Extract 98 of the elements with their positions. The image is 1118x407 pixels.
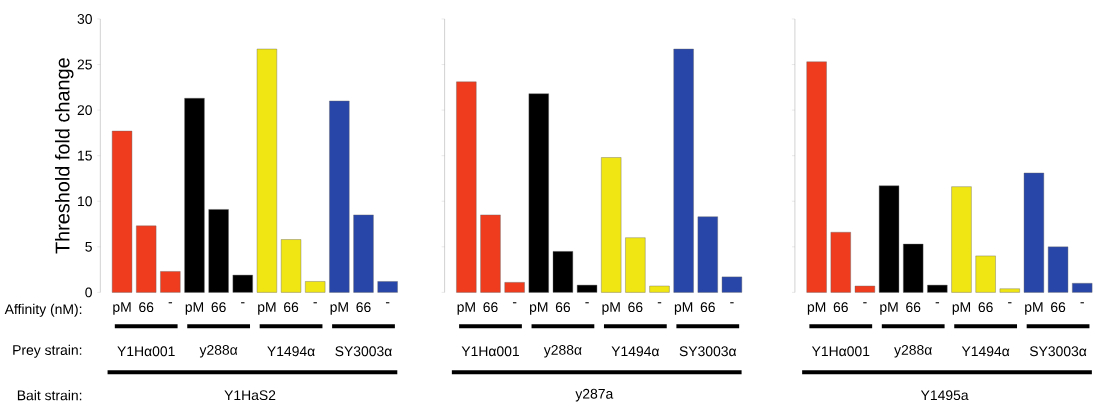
x-axis-title: y287a (575, 388, 614, 402)
x-tick-label: 66 (978, 302, 993, 312)
x-tick-label: - (863, 302, 867, 304)
bar (999, 288, 1020, 293)
x-tick-label: 66 (906, 302, 921, 312)
text: Y1494α (267, 346, 315, 357)
x-tick-label: - (512, 302, 517, 304)
x-tick-label: 66 (833, 302, 848, 312)
y-tick-label: 5 (85, 241, 92, 252)
text: Y1Hα001 (811, 346, 870, 357)
y-tick-label: 10 (78, 196, 92, 207)
x-tick-label: pM (258, 302, 276, 315)
text: SY3003α (1029, 346, 1087, 357)
x-tick-label: 66 (628, 302, 643, 312)
x-tick-label: 66 (555, 302, 571, 312)
bar (184, 97, 205, 293)
bar (377, 281, 398, 293)
text: y288α (199, 344, 238, 358)
bar (927, 284, 948, 293)
x-tick-label: 66 (211, 302, 226, 312)
bar (903, 243, 924, 293)
x-tick-label: pM (674, 302, 693, 315)
text: y288α (543, 344, 582, 358)
bar (649, 285, 670, 293)
x-tick-label: pM (880, 302, 898, 315)
x-tick-label: pM (1025, 302, 1043, 315)
y-tick-label: 15 (78, 150, 92, 161)
x-tick-label: - (657, 302, 662, 304)
bar (721, 276, 743, 293)
y-tick-label: 30 (77, 13, 92, 24)
bar (1072, 283, 1093, 293)
x-tick-label: pM (113, 302, 131, 315)
bar (208, 209, 229, 293)
x-tick-label: - (168, 302, 173, 304)
bar (1023, 172, 1045, 293)
bar (160, 271, 181, 293)
bar (456, 81, 477, 293)
bar (480, 214, 501, 293)
bar (1047, 246, 1069, 293)
bar (136, 225, 157, 293)
bar (830, 231, 851, 293)
y-axis-title: Threshold fold change (54, 58, 74, 254)
x-tick-label: 66 (284, 302, 299, 312)
bar (232, 274, 253, 293)
y-tick-label: 0 (85, 287, 92, 298)
x-tick-label: pM (602, 302, 620, 315)
bar (280, 239, 302, 293)
y-tick-label: 25 (77, 59, 92, 70)
x-tick-label: pM (807, 302, 826, 315)
bar (329, 100, 350, 293)
x-tick-label: pM (457, 302, 475, 315)
bar (975, 255, 996, 293)
bar (576, 284, 598, 293)
x-tick-label: pM (330, 302, 348, 315)
bar (951, 186, 972, 293)
x-tick-label: pM (952, 302, 971, 315)
bar (256, 48, 278, 293)
bar (625, 237, 646, 293)
bar (878, 185, 900, 293)
text: Y1494α (611, 346, 660, 357)
bar (673, 48, 694, 293)
x-tick-label: - (313, 302, 317, 304)
text: Y1494α (961, 346, 1010, 357)
x-tick-label: 66 (483, 302, 498, 312)
bar (111, 130, 133, 293)
x-tick-label: - (241, 302, 245, 304)
text: SY3003α (335, 346, 392, 357)
x-tick-label: 66 (1051, 302, 1066, 312)
x-tick-label: - (1008, 302, 1012, 304)
bar (504, 282, 525, 293)
text: Affinity (nM): (4, 303, 82, 317)
bar (697, 216, 718, 293)
bar (305, 281, 326, 293)
text: Y1Hα001 (117, 346, 175, 357)
x-tick-label: - (385, 302, 390, 304)
x-tick-label: - (585, 302, 589, 304)
bar (528, 93, 549, 293)
bar (353, 214, 374, 293)
x-tick-label: 66 (700, 302, 715, 312)
x-tick-label: 66 (356, 302, 371, 312)
x-tick-label: pM (185, 302, 204, 315)
x-axis-title: Y1HaS2 (224, 390, 276, 401)
x-tick-label: pM (530, 302, 548, 315)
x-axis-title: Y1495a (920, 390, 969, 401)
x-tick-label: - (935, 302, 940, 304)
x-tick-label: - (1080, 302, 1084, 304)
text: SY3003α (679, 346, 737, 357)
text: Prey strain: (13, 344, 82, 358)
bar (601, 157, 622, 293)
text: Y1Hα001 (461, 346, 519, 357)
x-tick-label: - (730, 302, 734, 304)
y-tick-label: 20 (77, 105, 92, 115)
bar (854, 285, 876, 293)
text: Bait strain: (17, 389, 82, 401)
bar (806, 61, 827, 293)
x-tick-label: 66 (139, 302, 154, 312)
text: y288α (894, 344, 932, 358)
bar (552, 251, 574, 293)
